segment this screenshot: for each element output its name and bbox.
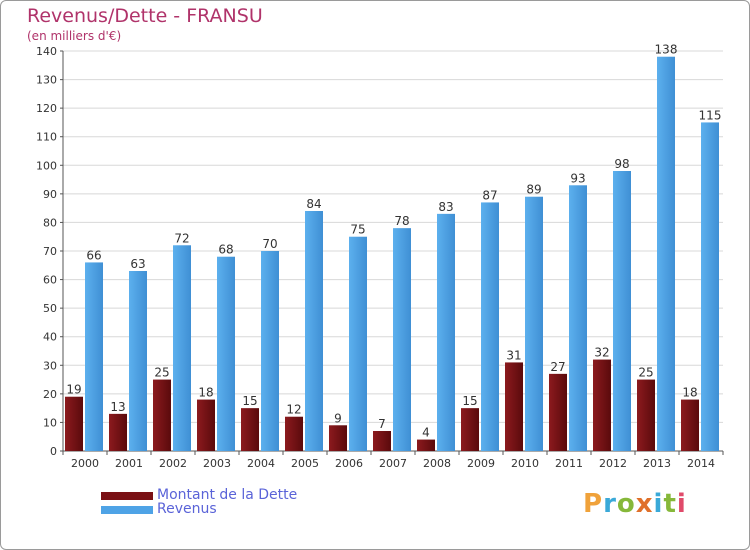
bar-revenue [393,228,411,451]
bar-debt [109,413,127,451]
data-label-debt: 12 [286,403,301,417]
y-tick-label: 140 [36,45,57,58]
x-tick-label: 2013 [643,457,671,470]
x-tick-label: 2004 [247,457,275,470]
bar-revenue [305,211,323,451]
y-tick-label: 80 [43,216,57,229]
data-label-revenue: 138 [655,43,678,57]
x-tick-label: 2003 [203,457,231,470]
legend-swatch-revenue [101,506,153,514]
data-label-debt: 27 [550,360,565,374]
data-label-debt: 7 [378,417,386,431]
bar-debt [549,373,567,451]
bar-revenue [173,245,191,451]
bar-debt [285,416,303,451]
bar-debt [505,362,523,451]
data-label-revenue: 89 [526,183,541,197]
y-tick-label: 30 [43,359,57,372]
bar-revenue [437,213,455,451]
legend-label-debt: Montant de la Dette [157,487,298,503]
x-tick-label: 2009 [467,457,495,470]
data-label-debt: 15 [242,394,257,408]
bar-debt [65,396,83,451]
bar-revenue [569,185,587,452]
y-tick-label: 120 [36,102,57,115]
data-label-revenue: 68 [218,243,233,257]
data-label-debt: 13 [110,400,125,414]
y-tick-label: 90 [43,188,57,201]
y-tick-label: 130 [36,74,57,87]
data-label-revenue: 63 [130,257,145,271]
y-tick-label: 60 [43,274,57,287]
y-tick-label: 40 [43,331,57,344]
data-label-revenue: 66 [86,248,101,262]
chart-title: Revenus/Dette - FRANSU [27,5,263,27]
bar-debt [417,439,435,451]
data-label-debt: 19 [66,383,81,397]
y-tick-label: 20 [43,388,57,401]
data-label-debt: 9 [334,411,342,425]
x-tick-label: 2007 [379,457,407,470]
bar-revenue [129,271,147,451]
bar-revenue [217,256,235,451]
data-label-revenue: 115 [699,108,722,122]
x-tick-label: 2010 [511,457,539,470]
bar-revenue [657,56,675,451]
bar-debt [681,399,699,451]
x-tick-label: 2002 [159,457,187,470]
bar-debt [593,359,611,451]
x-tick-label: 2000 [71,457,99,470]
data-label-revenue: 78 [394,214,409,228]
y-tick-label: 100 [36,159,57,172]
bar-revenue [261,251,279,451]
x-tick-label: 2001 [115,457,143,470]
x-tick-label: 2011 [555,457,583,470]
y-tick-label: 10 [43,416,57,429]
bar-debt [329,425,347,451]
data-label-debt: 31 [506,348,521,362]
y-tick-label: 70 [43,245,57,258]
data-label-revenue: 75 [350,223,365,237]
x-tick-label: 2012 [599,457,627,470]
data-label-revenue: 70 [262,237,277,251]
data-label-debt: 25 [154,366,169,380]
legend-label-revenue: Revenus [157,501,217,517]
data-label-revenue: 87 [482,188,497,202]
x-tick-label: 2008 [423,457,451,470]
y-tick-label: 110 [36,131,57,144]
data-label-revenue: 72 [174,231,189,245]
x-tick-label: 2005 [291,457,319,470]
bar-revenue [525,196,543,451]
bar-debt [373,431,391,451]
bar-debt [153,379,171,451]
legend-swatch-debt [101,492,153,500]
bar-revenue [349,236,367,451]
data-label-revenue: 93 [570,171,585,185]
x-tick-label: 2006 [335,457,363,470]
bar-debt [197,399,215,451]
data-label-debt: 4 [422,426,430,440]
data-label-debt: 15 [462,394,477,408]
bar-revenue [613,171,631,451]
data-label-revenue: 83 [438,200,453,214]
data-label-revenue: 84 [306,197,321,211]
bar-revenue [481,202,499,451]
data-label-revenue: 98 [614,157,629,171]
data-label-debt: 18 [198,386,213,400]
bar-revenue [85,262,103,451]
y-tick-label: 0 [50,445,57,458]
chart-subtitle: (en milliers d'€) [27,29,122,43]
proxiti-logo: Proxiti [583,489,687,519]
bar-debt [241,408,259,451]
data-label-debt: 32 [594,346,609,360]
bar-revenue [701,122,719,451]
x-tick-label: 2014 [687,457,715,470]
y-tick-label: 50 [43,302,57,315]
data-label-debt: 25 [638,366,653,380]
data-label-debt: 18 [682,386,697,400]
bar-debt [461,408,479,451]
bar-debt [637,379,655,451]
